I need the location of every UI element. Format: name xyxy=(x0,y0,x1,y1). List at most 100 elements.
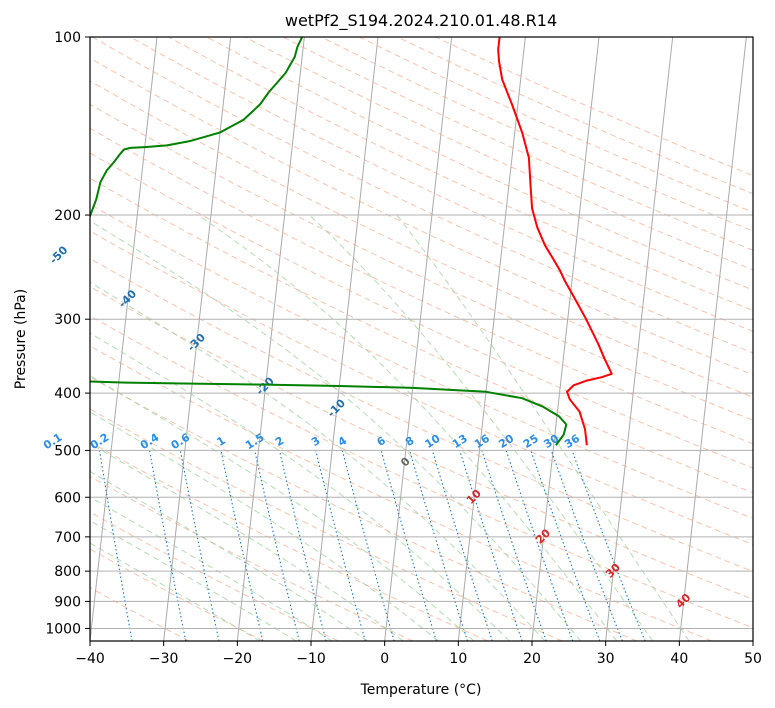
isotherm-label: -60 xyxy=(0,200,2,223)
mixing-ratio-line xyxy=(481,450,547,641)
isotherm-line xyxy=(457,37,526,641)
isotherm-label: 10 xyxy=(464,487,484,507)
mixing-ratio-line xyxy=(220,450,264,641)
dry-adiabat-line xyxy=(168,37,753,312)
mixing-ratio-line xyxy=(571,450,646,641)
isotherm-line xyxy=(752,636,753,641)
background-lines xyxy=(0,37,753,641)
isotherm-line xyxy=(163,37,232,641)
mixing-ratio-label: 1 xyxy=(214,434,227,449)
mixing-ratio-line xyxy=(179,450,220,641)
x-tick-label: −10 xyxy=(296,651,326,667)
x-tick-label: 10 xyxy=(449,651,467,667)
isotherm-line xyxy=(0,37,10,641)
dry-adiabat-line xyxy=(90,345,712,641)
dry-adiabat-line xyxy=(90,441,488,641)
mixing-ratio-label: 36 xyxy=(562,432,582,451)
x-tick-label: −40 xyxy=(75,651,105,667)
moist-adiabat-line xyxy=(90,496,333,641)
isotherm-label: 40 xyxy=(673,591,693,611)
mixing-ratio-label: 16 xyxy=(472,432,492,451)
mixing-ratio-line xyxy=(505,450,574,641)
chart-title: wetPf2_S194.2024.210.01.48.R14 xyxy=(285,11,557,31)
mixing-ratio-label: 3 xyxy=(309,434,322,449)
moist-adiabat-line xyxy=(90,542,261,641)
mixing-ratio-line xyxy=(459,450,523,641)
dry-adiabat-line xyxy=(90,152,753,469)
data-series xyxy=(90,37,613,446)
dry-adiabat-line xyxy=(206,37,753,291)
y-tick-label: 300 xyxy=(54,312,81,328)
x-tick-label: −30 xyxy=(149,651,179,667)
mixing-ratio-label: 0.4 xyxy=(138,431,162,453)
moist-adiabat-line xyxy=(90,332,510,641)
x-tick-label: 50 xyxy=(744,651,762,667)
dry-adiabat-line xyxy=(91,37,753,354)
mixing-ratio-line xyxy=(341,450,395,641)
dry-adiabat-line xyxy=(90,203,753,519)
mixing-ratio-line xyxy=(409,450,469,641)
dry-adiabat-line xyxy=(90,376,638,641)
mixing-ratio-label: 4 xyxy=(336,434,350,449)
series-line-2 xyxy=(90,37,568,446)
x-axis: −40 −30 −20 −10 0 10 20 30 40 50 xyxy=(75,641,762,667)
moist-adiabat-line xyxy=(90,220,582,641)
y-tick-label: 900 xyxy=(54,594,81,610)
x-tick-label: 40 xyxy=(670,651,688,667)
y-axis-title: Pressure (hPa) xyxy=(13,289,29,389)
series-line-1 xyxy=(497,37,613,446)
dry-adiabat-line xyxy=(90,177,753,494)
mixing-ratio-label: 0.2 xyxy=(88,431,111,452)
y-axis: 100 200 300 400 500 600 700 800 900 1000 xyxy=(45,30,90,637)
y-tick-label: 1000 xyxy=(45,621,81,637)
isotherm-line xyxy=(678,37,747,641)
moist-adiabat-line xyxy=(396,214,690,641)
mixing-ratio-label: 6 xyxy=(375,434,389,449)
dry-adiabat-line xyxy=(90,103,753,421)
x-tick-label: 30 xyxy=(597,651,615,667)
dry-adiabat-line xyxy=(320,37,753,232)
dry-adiabat-line xyxy=(90,80,753,398)
x-tick-label: 0 xyxy=(380,651,389,667)
mixing-ratio-label: 25 xyxy=(521,432,541,451)
dry-adiabat-line xyxy=(90,257,753,573)
isotherm-label: -20 xyxy=(254,374,277,397)
dry-adiabat-line xyxy=(90,511,339,641)
y-tick-label: 500 xyxy=(54,443,81,459)
isotherm-line xyxy=(605,37,674,641)
mixing-ratio-line xyxy=(530,450,601,641)
moist-adiabat-line xyxy=(90,281,546,641)
dry-adiabat-line xyxy=(90,230,753,546)
isotherm-label: -40 xyxy=(116,287,139,310)
dry-adiabat-line xyxy=(90,475,414,641)
plot-frame xyxy=(89,36,754,642)
pressure-gridlines xyxy=(90,37,753,629)
moist-adiabat-line xyxy=(90,442,404,641)
mixing-ratio-line xyxy=(278,450,327,641)
dry-adiabat-line xyxy=(130,37,753,333)
dry-adiabat-line xyxy=(90,57,753,376)
isotherm-line xyxy=(531,37,600,641)
dry-adiabat-line xyxy=(90,315,753,629)
moist-adiabat-line xyxy=(197,214,618,641)
dry-adiabat-line xyxy=(90,127,753,445)
isotherm-label: -50 xyxy=(47,243,70,266)
y-tick-label: 200 xyxy=(54,208,81,224)
y-tick-label: 700 xyxy=(54,530,81,546)
y-tick-label: 600 xyxy=(54,490,81,506)
moist-adiabat-line xyxy=(90,411,439,641)
dry-adiabat-line xyxy=(90,286,753,600)
mixing-ratio-line xyxy=(98,450,133,641)
y-tick-label: 100 xyxy=(54,30,81,46)
mixing-ratio-line xyxy=(148,450,187,641)
isotherm-line xyxy=(384,37,453,641)
mixing-ratio-label: 0.6 xyxy=(169,431,193,453)
mixing-ratio-line xyxy=(315,450,366,641)
mixing-ratio-line xyxy=(431,450,493,641)
moist-adiabat-line xyxy=(90,520,297,641)
mixing-ratio-label: 20 xyxy=(496,432,516,451)
x-tick-label: 20 xyxy=(523,651,541,667)
x-axis-title: Temperature (°C) xyxy=(360,682,482,698)
isotherm-label: 30 xyxy=(603,561,623,581)
